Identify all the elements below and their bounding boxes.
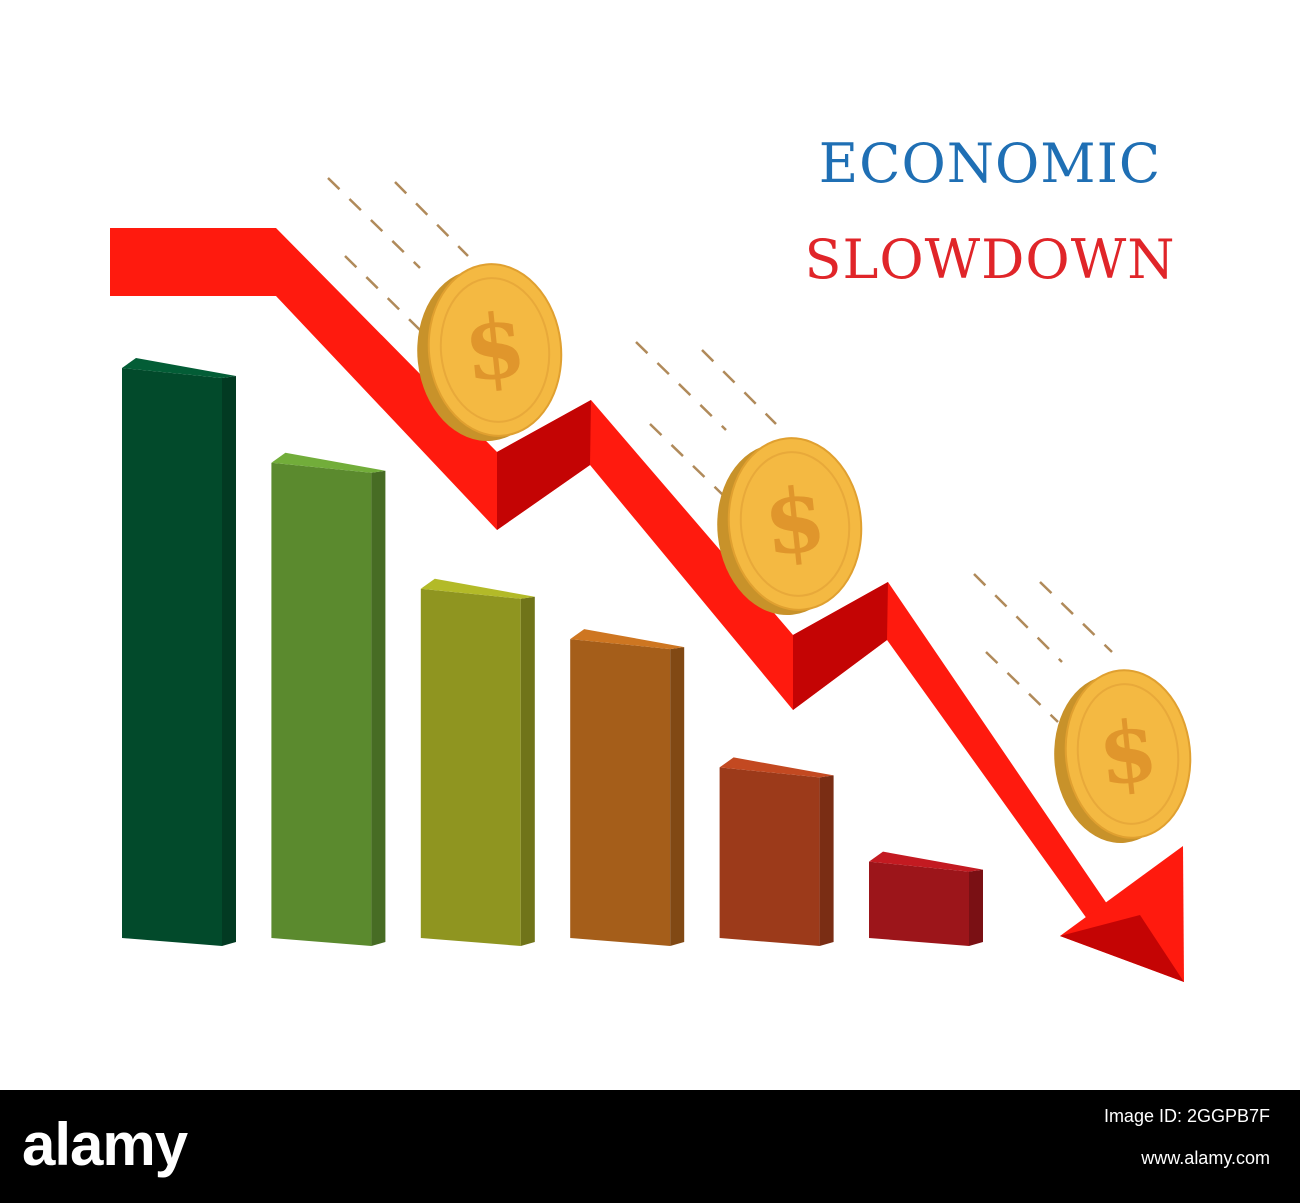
coin-1-inner <box>439 277 551 423</box>
coin-1-face <box>427 263 563 437</box>
coin-2-face <box>727 437 863 611</box>
image-id: Image ID: 2GGPB7F <box>1103 1106 1270 1126</box>
bar-1-front <box>122 368 222 946</box>
bar-1 <box>122 358 236 946</box>
trend-arrow-fold-2 <box>793 582 888 710</box>
bar-6 <box>869 851 983 946</box>
bar-2-top <box>271 452 386 473</box>
bar-2 <box>271 452 386 946</box>
bar-3-front <box>420 588 521 946</box>
bar-2-side <box>371 470 386 946</box>
bar-3 <box>420 578 535 946</box>
bar-group <box>122 358 983 946</box>
coin-3-dollar-icon: $ <box>1094 700 1162 805</box>
coin-1-dollar-icon: $ <box>459 292 531 402</box>
coin-2-dollar-icon: $ <box>759 466 831 576</box>
bar-2-front <box>271 462 372 946</box>
bar-5 <box>719 757 834 946</box>
coin-2-inner <box>739 451 851 597</box>
title-line-2: SLOWDOWN <box>805 228 1176 291</box>
coin-3-inner <box>1076 683 1180 825</box>
bar-6-front <box>869 861 969 946</box>
bar-3-side <box>520 596 535 946</box>
site-url: www.alamy.com <box>1141 1148 1270 1168</box>
bar-6-side <box>969 869 983 946</box>
title-line-1: ECONOMIC <box>819 132 1161 195</box>
chart-illustration: $ $ $ ECONOMIC SLOWDOWN <box>110 132 1192 982</box>
bar-1-side <box>222 376 236 946</box>
bar-4-top <box>570 629 685 650</box>
trend-arrow-head-shade <box>1060 915 1184 982</box>
bar-5-top <box>719 757 834 778</box>
trend-arrow <box>110 228 1184 982</box>
coin-3: $ <box>1054 669 1192 844</box>
coin-3-face <box>1064 669 1192 839</box>
bar-3-top <box>420 578 535 599</box>
bar-5-front <box>719 767 820 946</box>
brand-logo: alamy <box>22 1111 188 1178</box>
bar-4-front <box>570 639 671 946</box>
coin-group: $ $ $ <box>417 263 1192 844</box>
stock-footer: alamy Image ID: 2GGPB7F www.alamy.com <box>0 1090 1300 1203</box>
bar-6-top <box>869 851 983 872</box>
motion-lines <box>327 177 1113 723</box>
coin-2: $ <box>717 437 863 616</box>
bar-4 <box>570 629 685 946</box>
trend-arrow-fold-1 <box>497 400 591 530</box>
coin-1: $ <box>417 263 563 442</box>
bar-1-top <box>122 358 236 378</box>
bar-4-side <box>670 647 685 946</box>
bar-5-side <box>819 775 834 946</box>
